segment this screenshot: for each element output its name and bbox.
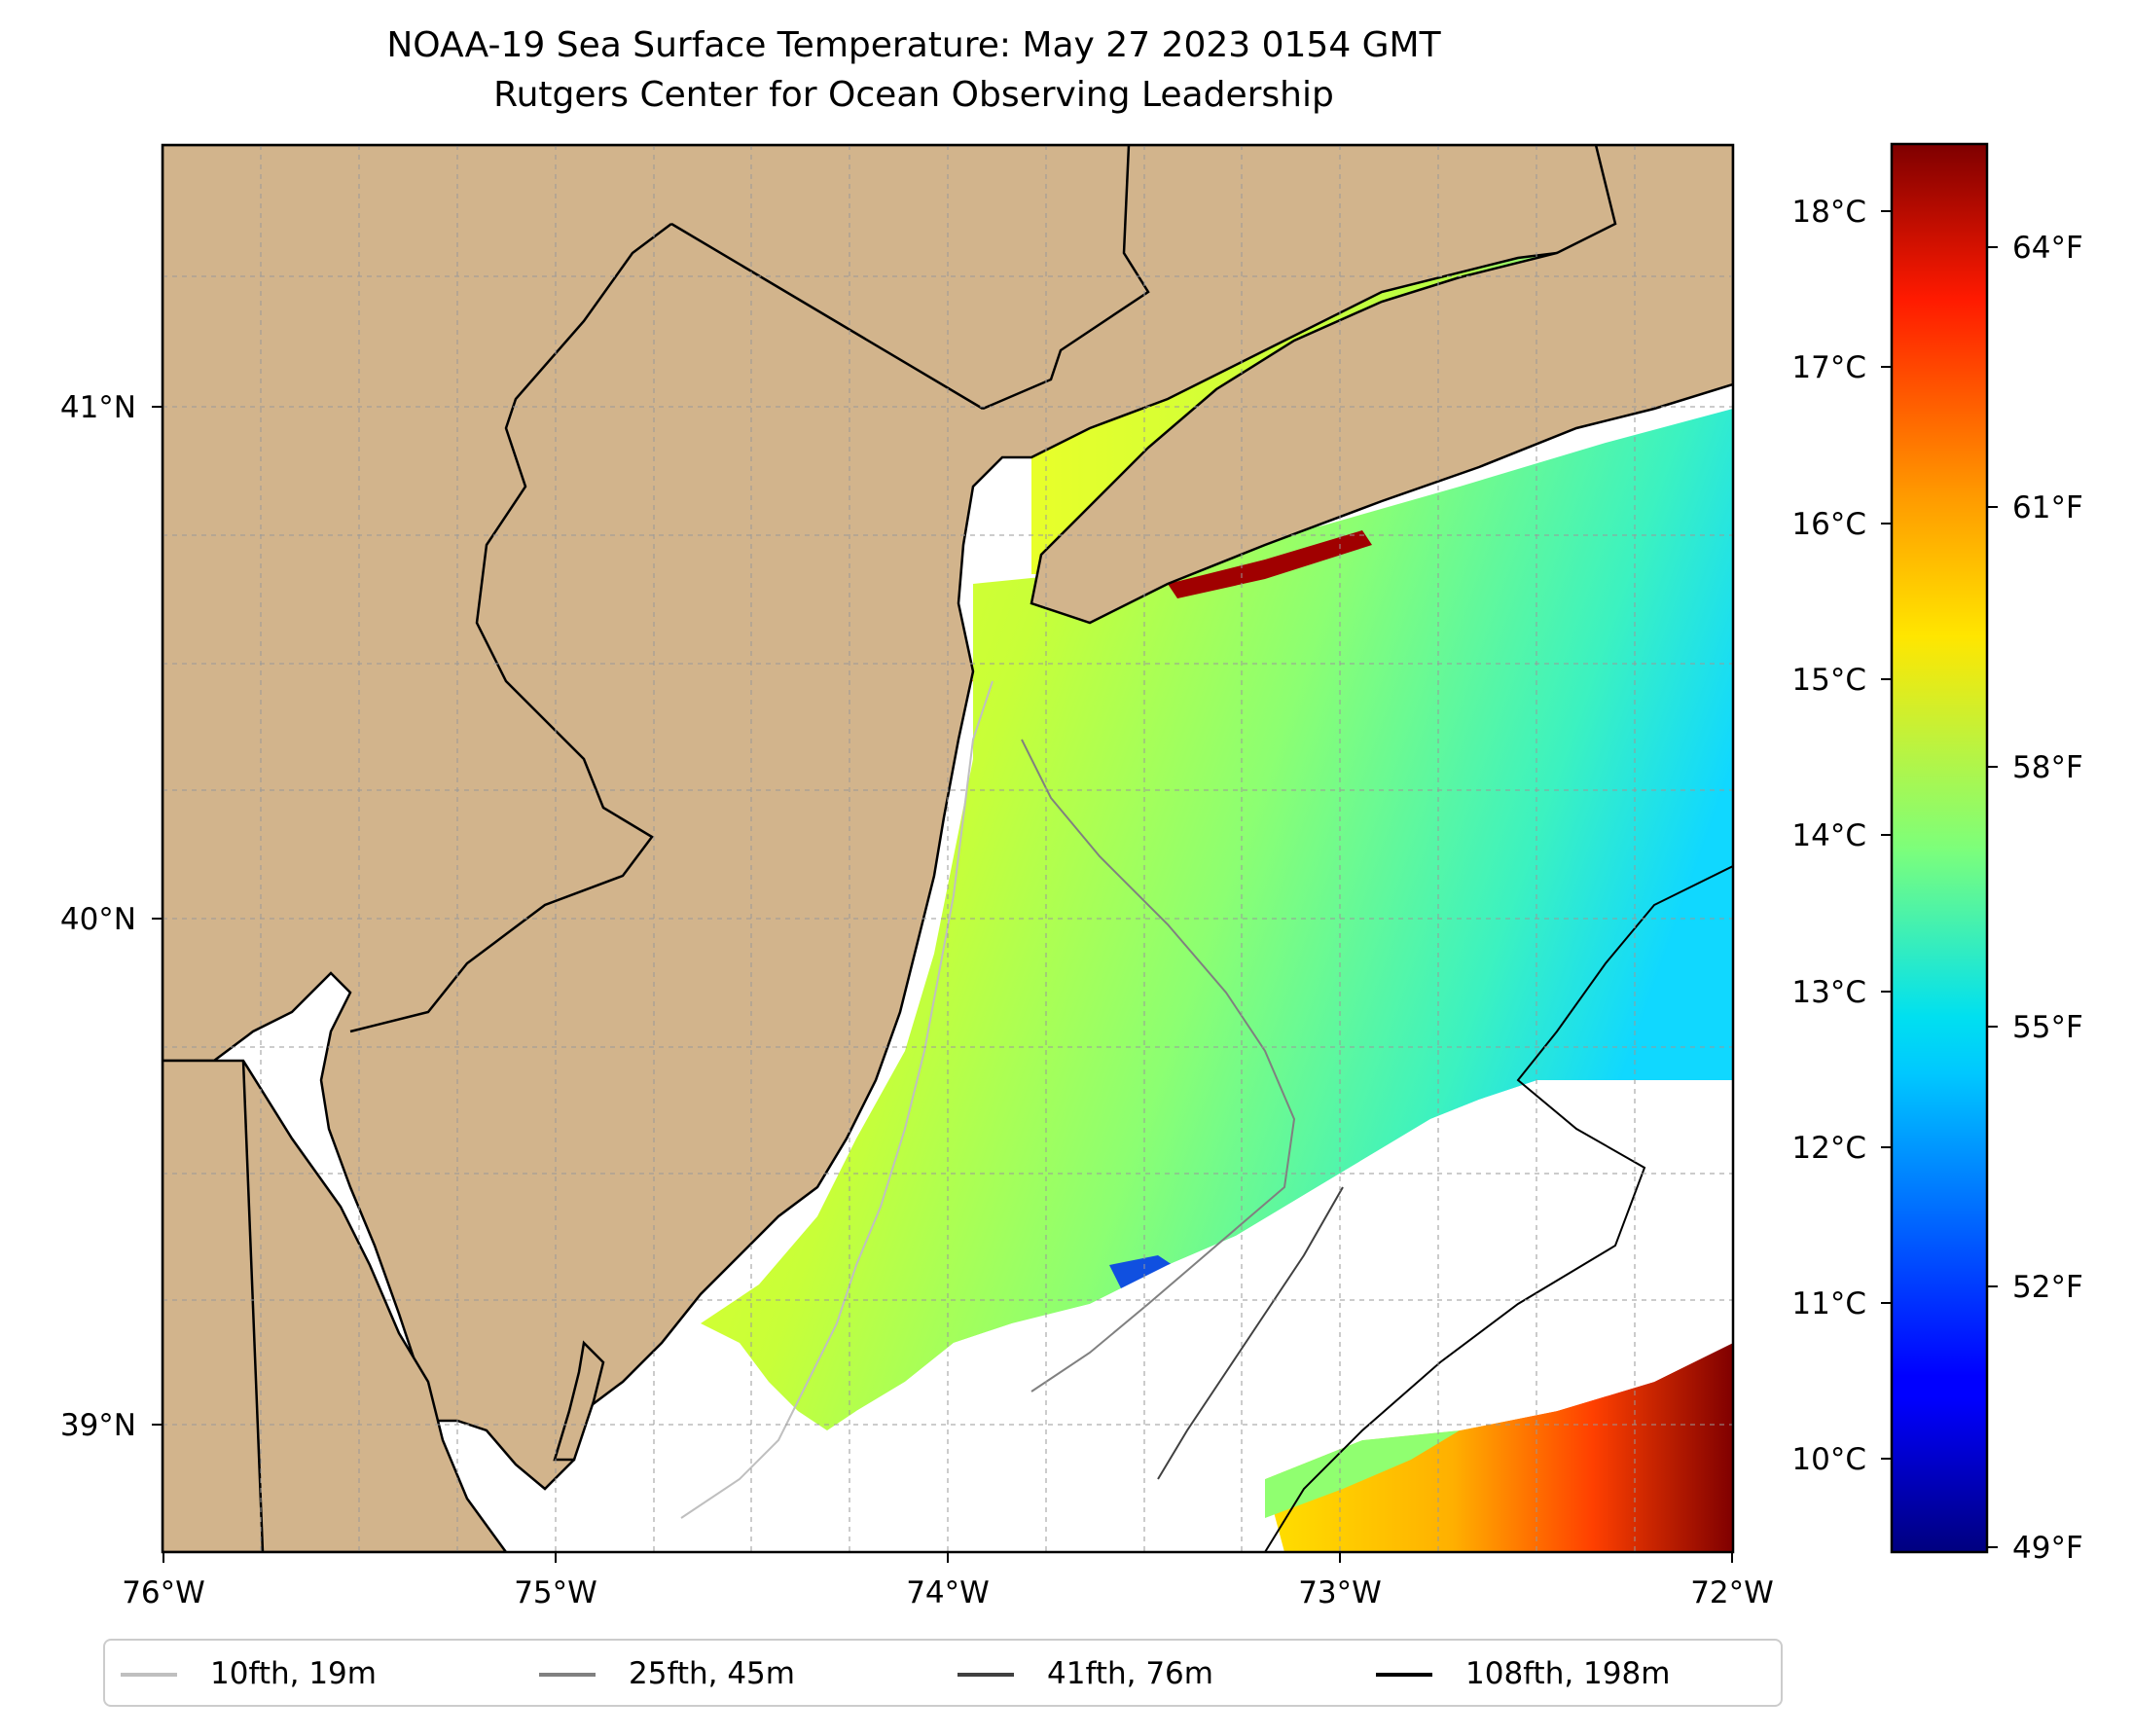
x-axis bbox=[163, 1552, 1733, 1563]
chart-subtitle: Rutgers Center for Ocean Observing Leade… bbox=[493, 75, 1334, 115]
land-long-island bbox=[1030, 145, 1733, 625]
legend-label: 41fth, 76m bbox=[1047, 1656, 1213, 1691]
celsius-tick-label: 12°C bbox=[1791, 1131, 1866, 1166]
legend-line-swatch bbox=[121, 1673, 177, 1677]
x-tick-label: 75°W bbox=[514, 1575, 597, 1610]
map-gridlines bbox=[163, 145, 1733, 1552]
contour-10fth bbox=[680, 680, 994, 1519]
colorbar: 18°C 17°C 16°C 15°C 14°C 13°C 12°C 11°C … bbox=[1791, 142, 2083, 1566]
sst-offshore-warm-band bbox=[1265, 1343, 1733, 1552]
x-tick-label: 76°W bbox=[122, 1575, 205, 1610]
legend-line-swatch bbox=[1376, 1673, 1432, 1677]
x-tick-label: 74°W bbox=[906, 1575, 990, 1610]
sst-offshore-green bbox=[1265, 1430, 1460, 1518]
sst-shelf-field bbox=[701, 409, 1733, 1430]
contour-25fth bbox=[1021, 739, 1296, 1392]
legend-label: 25fth, 45m bbox=[629, 1656, 795, 1691]
x-tick-label: 72°W bbox=[1690, 1575, 1774, 1610]
fahrenheit-tick-label: 55°F bbox=[2012, 1010, 2083, 1045]
cloud-mask-region bbox=[837, 1080, 1733, 1552]
y-axis bbox=[152, 406, 163, 1426]
state-border-ny-nj bbox=[670, 145, 1150, 411]
y-tick-label: 39°N bbox=[60, 1408, 136, 1443]
legend-line-swatch bbox=[539, 1673, 596, 1677]
fahrenheit-tick-label: 58°F bbox=[2012, 750, 2083, 785]
land-new-jersey bbox=[163, 145, 1733, 1491]
celsius-tick-label: 13°C bbox=[1791, 975, 1866, 1010]
celsius-tick-label: 17°C bbox=[1791, 350, 1866, 385]
x-tick-label: 73°W bbox=[1298, 1575, 1382, 1610]
fahrenheit-tick-label: 49°F bbox=[2012, 1531, 2083, 1566]
land-cape-may-tip bbox=[553, 1340, 605, 1462]
colorbar-gradient bbox=[1890, 142, 1989, 1554]
contour-legend: 10fth, 19m 25fth, 45m 41fth, 76m 108fth,… bbox=[103, 1639, 1783, 1707]
fahrenheit-tick-label: 64°F bbox=[2012, 231, 2083, 266]
celsius-tick-label: 14°C bbox=[1791, 818, 1866, 853]
y-tick-label: 41°N bbox=[60, 390, 136, 425]
contour-41fth bbox=[1157, 1186, 1344, 1480]
fahrenheit-tick-label: 61°F bbox=[2012, 490, 2083, 525]
legend-label: 10fth, 19m bbox=[210, 1656, 377, 1691]
contour-108fth bbox=[1264, 865, 1733, 1552]
chart-title: NOAA-19 Sea Surface Temperature: May 27 … bbox=[386, 25, 1441, 65]
y-tick-label: 40°N bbox=[60, 902, 136, 937]
fahrenheit-tick-label: 52°F bbox=[2012, 1270, 2083, 1305]
map-panel bbox=[161, 143, 1735, 1554]
sst-warm-baybar bbox=[1168, 530, 1372, 598]
state-border-nj-pa bbox=[349, 223, 672, 1033]
legend-line-swatch bbox=[958, 1673, 1014, 1677]
celsius-tick-label: 10°C bbox=[1791, 1442, 1866, 1477]
celsius-tick-label: 15°C bbox=[1791, 663, 1866, 698]
celsius-tick-label: 11°C bbox=[1791, 1286, 1866, 1321]
legend-label: 108fth, 198m bbox=[1465, 1656, 1671, 1691]
celsius-tick-label: 16°C bbox=[1791, 507, 1866, 542]
state-border-de-md bbox=[241, 1060, 265, 1552]
celsius-tick-label: 18°C bbox=[1791, 195, 1866, 230]
